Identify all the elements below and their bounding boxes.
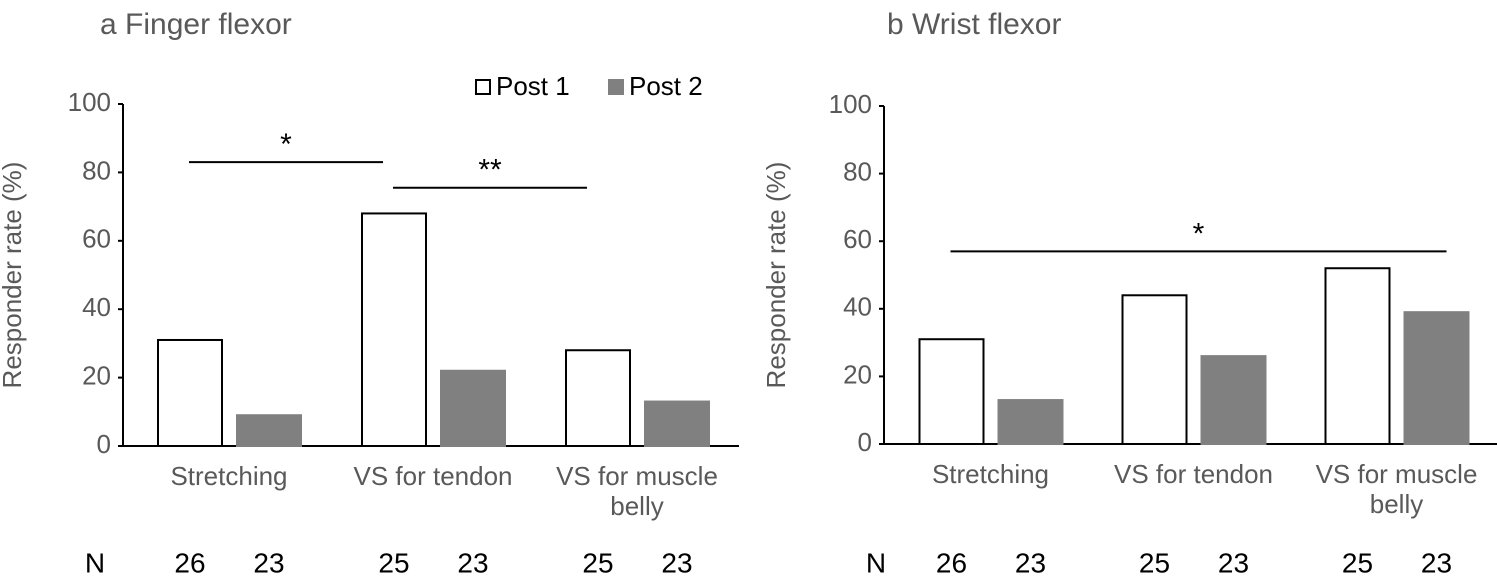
y-tick-label: 0 <box>97 429 111 459</box>
bar <box>644 400 710 448</box>
n-count: 25 <box>378 547 409 578</box>
bar <box>1121 294 1188 445</box>
bar <box>157 338 223 448</box>
x-tick-label: VS for tendon <box>353 461 513 491</box>
n-label: N <box>85 547 105 578</box>
bar <box>997 399 1064 445</box>
legend-swatch <box>475 79 491 95</box>
n-count: 25 <box>1342 547 1373 578</box>
y-tick-label: 20 <box>82 360 111 390</box>
legend-swatch <box>608 79 624 95</box>
y-tick-label: 60 <box>82 224 111 254</box>
n-count: 26 <box>174 547 205 578</box>
y-tick-label: 100 <box>829 89 872 119</box>
significance-label: * <box>280 128 292 161</box>
y-tick-label: 40 <box>843 292 872 322</box>
x-tick-label: VS for muscle belly <box>1315 459 1478 519</box>
bar <box>1403 311 1470 445</box>
n-count: 25 <box>582 547 613 578</box>
y-tick-label: 20 <box>843 359 872 389</box>
bar <box>440 369 506 448</box>
y-tick-label: 80 <box>843 156 872 186</box>
n-count: 23 <box>457 547 488 578</box>
y-tick-label: 80 <box>82 155 111 185</box>
x-tick-label: Stretching <box>931 459 1050 489</box>
bar <box>236 414 302 448</box>
n-count: 26 <box>936 547 967 578</box>
y-tick-label: 0 <box>858 427 872 457</box>
bar <box>918 338 985 445</box>
x-tick-label: VS for tendon <box>1114 459 1273 489</box>
n-count: 25 <box>1139 547 1170 578</box>
n-count: 23 <box>1421 547 1452 578</box>
chart-title: b Wrist flexor <box>887 8 1061 41</box>
bar <box>361 212 427 447</box>
n-label: N <box>866 547 886 578</box>
n-count: 23 <box>1015 547 1046 578</box>
significance-label: ** <box>478 154 502 187</box>
x-tick-label: Stretching <box>170 461 288 491</box>
y-tick-label: 60 <box>843 224 872 254</box>
x-tick-label: VS for muscle belly <box>556 461 718 521</box>
y-axis-label: Responder rate (%) <box>0 162 27 389</box>
legend-label: Post 1 <box>496 71 570 101</box>
y-tick-label: 100 <box>68 87 111 117</box>
y-axis-label: Responder rate (%) <box>761 162 791 389</box>
n-count: 23 <box>1218 547 1249 578</box>
bar <box>565 349 631 447</box>
n-count: 23 <box>661 547 692 578</box>
chart-title: a Finger flexor <box>100 8 292 41</box>
significance-label: * <box>1193 217 1205 250</box>
bar <box>1200 355 1267 445</box>
y-tick-label: 40 <box>82 292 111 322</box>
bar <box>1324 267 1391 445</box>
legend-label: Post 2 <box>629 71 703 101</box>
n-count: 23 <box>253 547 284 578</box>
